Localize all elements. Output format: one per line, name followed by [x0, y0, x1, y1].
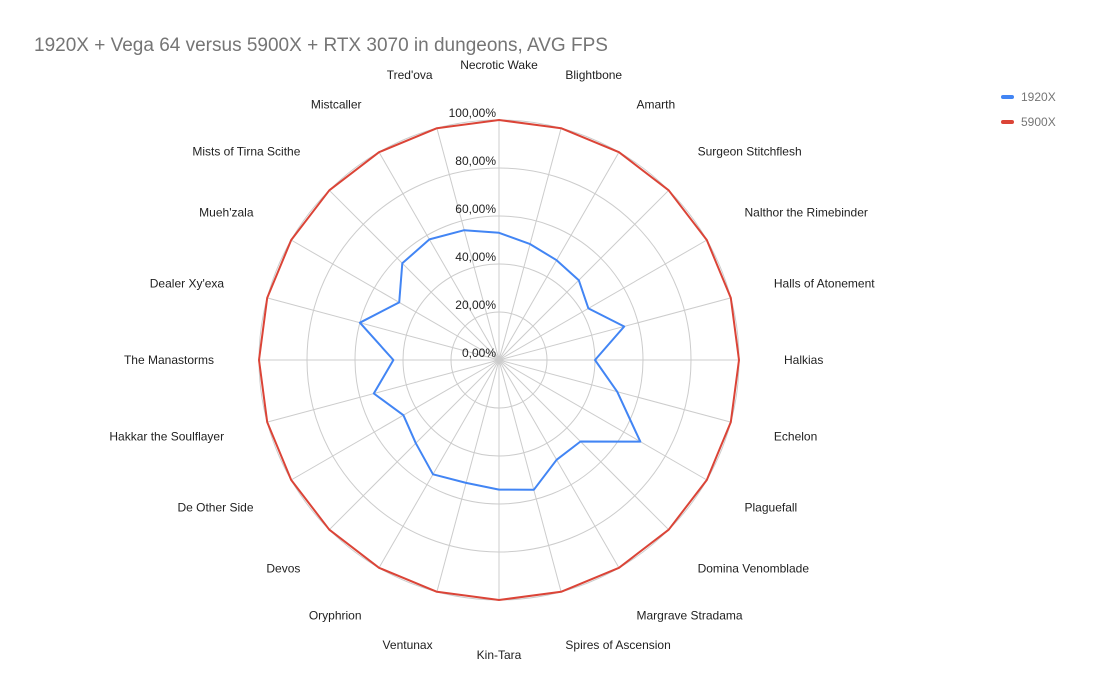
legend-swatch-1920x — [1001, 94, 1014, 99]
series-layer — [258, 119, 740, 601]
tick-labels: 0,00% 20,00% 40,00% 60,00% 80,00% 100,00% — [449, 106, 497, 360]
spoke-line — [328, 189, 500, 361]
category-label: Tred'ova — [387, 68, 433, 82]
category-label: Necrotic Wake — [460, 58, 538, 72]
tick-label: 60,00% — [455, 202, 496, 216]
legend: 1920X 5900X — [1001, 90, 1056, 140]
tick-label: 100,00% — [449, 106, 497, 120]
series-line-5900x — [258, 119, 740, 601]
tick-label: 40,00% — [455, 250, 496, 264]
category-label: Echelon — [774, 429, 817, 443]
category-label: Mistcaller — [311, 98, 362, 112]
category-label: Hakkar the Soulflayer — [109, 429, 224, 443]
radar-grid — [258, 119, 740, 601]
category-label: The Manastorms — [124, 353, 214, 367]
category-label: Margrave Stradama — [637, 609, 743, 623]
category-label: Kin-Tara — [477, 648, 522, 662]
category-label: Surgeon Stitchflesh — [698, 144, 802, 158]
legend-item-1920x[interactable]: 1920X — [1001, 89, 1056, 104]
spoke-line — [267, 297, 500, 361]
spoke-line — [290, 239, 500, 361]
category-labels: Necrotic Wake Blightbone Amarth Surgeon Sti… — [109, 58, 875, 662]
category-label: De Other Side — [177, 501, 253, 515]
category-label: Domina Venomblade — [698, 562, 810, 576]
spoke-line — [498, 359, 670, 531]
legend-swatch-5900x — [1001, 119, 1014, 124]
category-label: Amarth — [637, 98, 676, 112]
chart-title: 1920X + Vega 64 versus 5900X + RTX 3070 … — [34, 35, 608, 56]
spoke-line — [498, 359, 562, 592]
category-label: Plaguefall — [745, 501, 798, 515]
category-label: Spires of Ascension — [565, 638, 670, 652]
spoke-line — [436, 128, 500, 361]
category-label: Ventunax — [383, 638, 433, 652]
spoke-line — [498, 189, 670, 361]
spoke-line — [498, 239, 708, 361]
tick-label: 0,00% — [462, 346, 496, 360]
legend-label-1920x: 1920X — [1021, 89, 1056, 104]
tick-label: 20,00% — [455, 298, 496, 312]
spoke-line — [498, 151, 620, 361]
spoke-line — [498, 359, 708, 481]
category-label: Dealer Xy'exa — [150, 277, 225, 291]
spoke-line — [498, 297, 731, 361]
spoke-line — [498, 359, 731, 423]
legend-item-5900x[interactable]: 5900X — [1001, 114, 1056, 129]
category-label: Blightbone — [565, 68, 622, 82]
spoke-line — [328, 359, 500, 531]
series-line-1920x — [358, 229, 642, 491]
category-label: Halkias — [784, 353, 823, 367]
legend-label-5900x: 5900X — [1021, 114, 1056, 129]
category-label: Mueh'zala — [199, 206, 254, 220]
spoke-line — [378, 151, 500, 361]
category-label: Devos — [266, 562, 300, 576]
category-label: Oryphrion — [309, 609, 362, 623]
spoke-line — [267, 359, 500, 423]
category-label: Nalthor the Rimebinder — [745, 206, 868, 220]
tick-label: 80,00% — [455, 154, 496, 168]
category-label: Mists of Tirna Scithe — [192, 144, 300, 158]
category-label: Halls of Atonement — [774, 277, 875, 291]
spoke-line — [290, 359, 500, 481]
spoke-line — [436, 359, 500, 592]
spoke-line — [378, 359, 500, 569]
spoke-line — [498, 359, 620, 569]
